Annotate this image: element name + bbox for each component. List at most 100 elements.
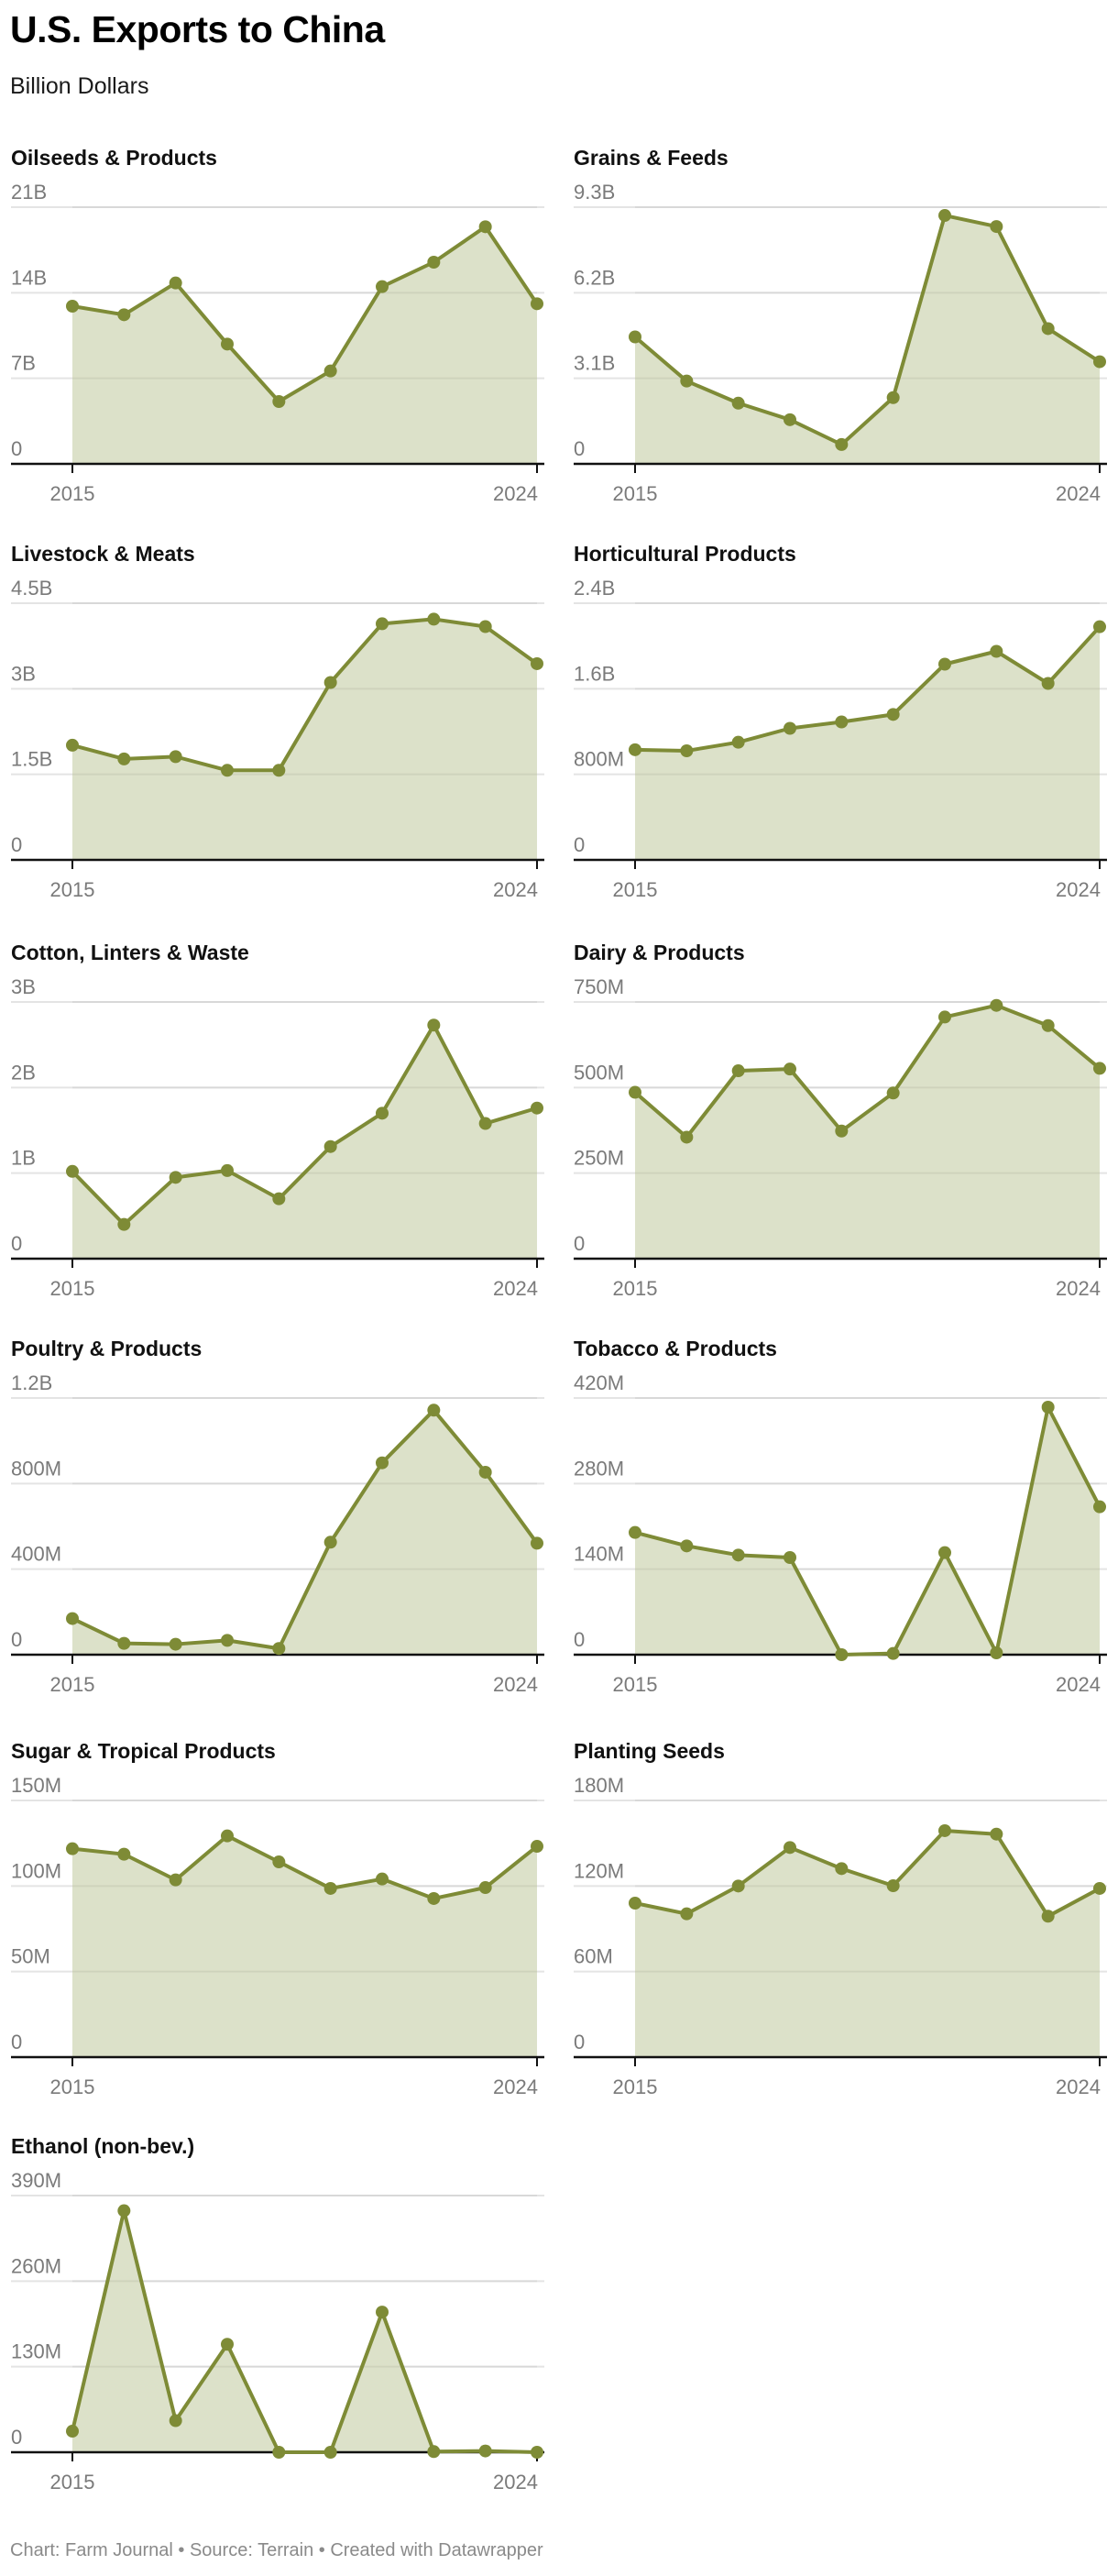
- data-point-marker[interactable]: [990, 644, 1003, 658]
- data-point-marker[interactable]: [990, 1646, 1003, 1659]
- data-point-marker[interactable]: [835, 1648, 849, 1661]
- data-point-marker[interactable]: [323, 1536, 337, 1549]
- data-point-marker[interactable]: [117, 1847, 131, 1861]
- data-point-marker[interactable]: [323, 2446, 337, 2459]
- data-point-marker[interactable]: [427, 1891, 441, 1905]
- data-point-marker[interactable]: [169, 2414, 182, 2427]
- data-point-marker[interactable]: [680, 374, 694, 388]
- data-point-marker[interactable]: [1093, 1500, 1106, 1514]
- data-point-marker[interactable]: [990, 998, 1003, 1012]
- data-point-marker[interactable]: [272, 395, 286, 408]
- data-point-marker[interactable]: [272, 1855, 286, 1869]
- data-point-marker[interactable]: [478, 1881, 492, 1895]
- data-point-marker[interactable]: [221, 1634, 234, 1647]
- data-point-marker[interactable]: [835, 1862, 849, 1876]
- data-point-marker[interactable]: [784, 1841, 796, 1855]
- data-point-marker[interactable]: [680, 1907, 694, 1921]
- data-point-marker[interactable]: [680, 1130, 694, 1144]
- data-point-marker[interactable]: [376, 2306, 389, 2319]
- data-point-marker[interactable]: [169, 1171, 182, 1184]
- data-point-marker[interactable]: [938, 209, 951, 223]
- data-point-marker[interactable]: [117, 752, 131, 765]
- data-point-marker[interactable]: [1041, 1401, 1055, 1414]
- data-point-marker[interactable]: [272, 2446, 286, 2459]
- data-point-marker[interactable]: [784, 413, 796, 426]
- data-point-marker[interactable]: [990, 1827, 1003, 1841]
- data-point-marker[interactable]: [938, 1010, 951, 1024]
- data-point-marker[interactable]: [66, 300, 79, 313]
- data-point-marker[interactable]: [221, 1163, 234, 1177]
- data-point-marker[interactable]: [272, 764, 286, 777]
- data-point-marker[interactable]: [478, 620, 492, 633]
- data-point-marker[interactable]: [835, 715, 849, 729]
- data-point-marker[interactable]: [117, 2204, 131, 2218]
- data-point-marker[interactable]: [1041, 1018, 1055, 1032]
- data-point-marker[interactable]: [531, 656, 543, 670]
- data-point-marker[interactable]: [376, 1106, 389, 1120]
- data-point-marker[interactable]: [169, 1637, 182, 1651]
- data-point-marker[interactable]: [1041, 677, 1055, 690]
- data-point-marker[interactable]: [66, 1612, 79, 1625]
- data-point-marker[interactable]: [531, 1536, 543, 1550]
- data-point-marker[interactable]: [784, 1551, 796, 1564]
- data-point-marker[interactable]: [1093, 1062, 1106, 1075]
- data-point-marker[interactable]: [323, 364, 337, 378]
- data-point-marker[interactable]: [1093, 1881, 1106, 1895]
- data-point-marker[interactable]: [731, 1064, 745, 1078]
- data-point-marker[interactable]: [990, 220, 1003, 234]
- data-point-marker[interactable]: [629, 330, 641, 344]
- data-point-marker[interactable]: [427, 612, 441, 626]
- data-point-marker[interactable]: [376, 617, 389, 631]
- data-point-marker[interactable]: [427, 1018, 441, 1032]
- data-point-marker[interactable]: [427, 2445, 441, 2459]
- data-point-marker[interactable]: [531, 2446, 543, 2459]
- data-point-marker[interactable]: [731, 396, 745, 410]
- data-point-marker[interactable]: [886, 1646, 900, 1660]
- data-point-marker[interactable]: [221, 337, 234, 351]
- data-point-marker[interactable]: [938, 1823, 951, 1837]
- data-point-marker[interactable]: [272, 1192, 286, 1205]
- data-point-marker[interactable]: [117, 308, 131, 322]
- data-point-marker[interactable]: [66, 2425, 79, 2438]
- data-point-marker[interactable]: [272, 1642, 286, 1656]
- data-point-marker[interactable]: [886, 391, 900, 404]
- data-point-marker[interactable]: [66, 738, 79, 752]
- data-point-marker[interactable]: [629, 1525, 641, 1539]
- data-point-marker[interactable]: [531, 297, 543, 311]
- data-point-marker[interactable]: [376, 280, 389, 293]
- data-point-marker[interactable]: [1041, 1910, 1055, 1923]
- data-point-marker[interactable]: [169, 276, 182, 290]
- data-point-marker[interactable]: [629, 743, 641, 756]
- data-point-marker[interactable]: [784, 1062, 796, 1076]
- data-point-marker[interactable]: [66, 1842, 79, 1855]
- data-point-marker[interactable]: [938, 657, 951, 671]
- data-point-marker[interactable]: [835, 1124, 849, 1138]
- data-point-marker[interactable]: [680, 1539, 694, 1553]
- data-point-marker[interactable]: [531, 1840, 543, 1854]
- data-point-marker[interactable]: [680, 744, 694, 757]
- data-point-marker[interactable]: [478, 2444, 492, 2458]
- data-point-marker[interactable]: [886, 1879, 900, 1893]
- data-point-marker[interactable]: [1093, 620, 1106, 633]
- data-point-marker[interactable]: [835, 437, 849, 451]
- data-point-marker[interactable]: [1093, 355, 1106, 369]
- data-point-marker[interactable]: [323, 676, 337, 689]
- data-point-marker[interactable]: [629, 1085, 641, 1099]
- data-point-marker[interactable]: [169, 1873, 182, 1887]
- data-point-marker[interactable]: [731, 1548, 745, 1562]
- data-point-marker[interactable]: [1041, 322, 1055, 336]
- data-point-marker[interactable]: [117, 1217, 131, 1231]
- data-point-marker[interactable]: [221, 1829, 234, 1843]
- data-point-marker[interactable]: [66, 1164, 79, 1178]
- data-point-marker[interactable]: [427, 1404, 441, 1417]
- data-point-marker[interactable]: [376, 1456, 389, 1470]
- data-point-marker[interactable]: [427, 256, 441, 269]
- data-point-marker[interactable]: [531, 1101, 543, 1115]
- data-point-marker[interactable]: [731, 1879, 745, 1893]
- data-point-marker[interactable]: [478, 1465, 492, 1479]
- data-point-marker[interactable]: [886, 1086, 900, 1100]
- data-point-marker[interactable]: [376, 1872, 389, 1886]
- data-point-marker[interactable]: [886, 708, 900, 721]
- data-point-marker[interactable]: [323, 1881, 337, 1895]
- data-point-marker[interactable]: [221, 764, 234, 777]
